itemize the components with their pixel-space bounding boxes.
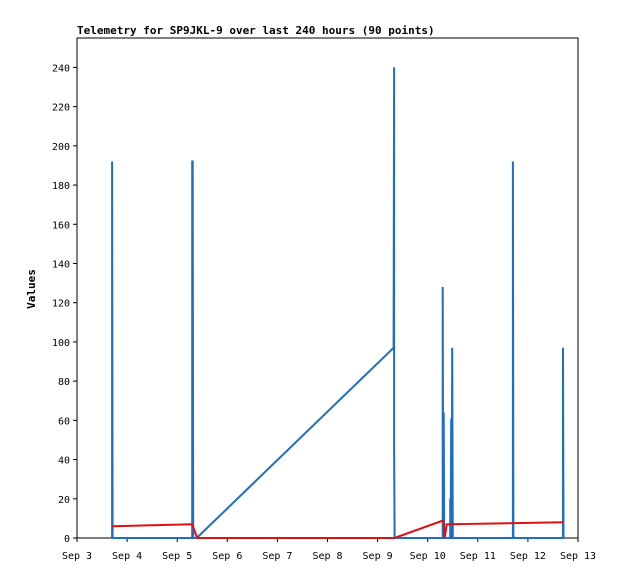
x-tick-label: Sep 7 (262, 551, 292, 562)
y-tick-label: 0 (64, 534, 70, 545)
y-tick-label: 180 (52, 181, 70, 192)
y-tick-label: 240 (52, 63, 70, 74)
x-tick-label: Sep 3 (62, 551, 92, 562)
y-tick-label: 140 (52, 259, 70, 270)
y-tick-label: 20 (58, 495, 70, 506)
plot-area (76, 37, 579, 539)
y-tick-label: 200 (52, 142, 70, 153)
x-tick-label: Sep 6 (212, 551, 242, 562)
y-tick-label: 40 (58, 456, 70, 467)
y-tick-label: 220 (52, 103, 70, 114)
y-tick-label: 80 (58, 377, 70, 388)
x-tick-label: Sep 13 (560, 551, 596, 562)
y-tick-label: 100 (52, 338, 70, 349)
x-tick-label: Sep 8 (312, 551, 342, 562)
series-layer (111, 67, 565, 539)
y-tick-label: 160 (52, 220, 70, 231)
x-tick-label: Sep 5 (162, 551, 192, 562)
x-tick-label: Sep 12 (510, 551, 546, 562)
x-tick-label: Sep 11 (460, 551, 496, 562)
x-tick-label: Sep 10 (410, 551, 446, 562)
x-tick-label: Sep 9 (363, 551, 393, 562)
chart-title: Telemetry for SP9JKL-9 over last 240 hou… (77, 24, 435, 37)
series-line-0 (111, 67, 565, 539)
y-axis: 0 20 40 60 80 100 120 140 160 180 200 220 240 (52, 63, 77, 545)
x-tick-label: Sep 4 (112, 551, 142, 562)
x-axis: Sep 3 Sep 4 Sep 5 Sep 6 Sep 7 Sep 8 Sep 9 Sep 1… (62, 538, 596, 562)
series-line-1 (112, 519, 564, 539)
y-tick-label: 60 (58, 416, 70, 427)
y-axis-label: Values (25, 269, 38, 309)
y-tick-label: 120 (52, 299, 70, 310)
